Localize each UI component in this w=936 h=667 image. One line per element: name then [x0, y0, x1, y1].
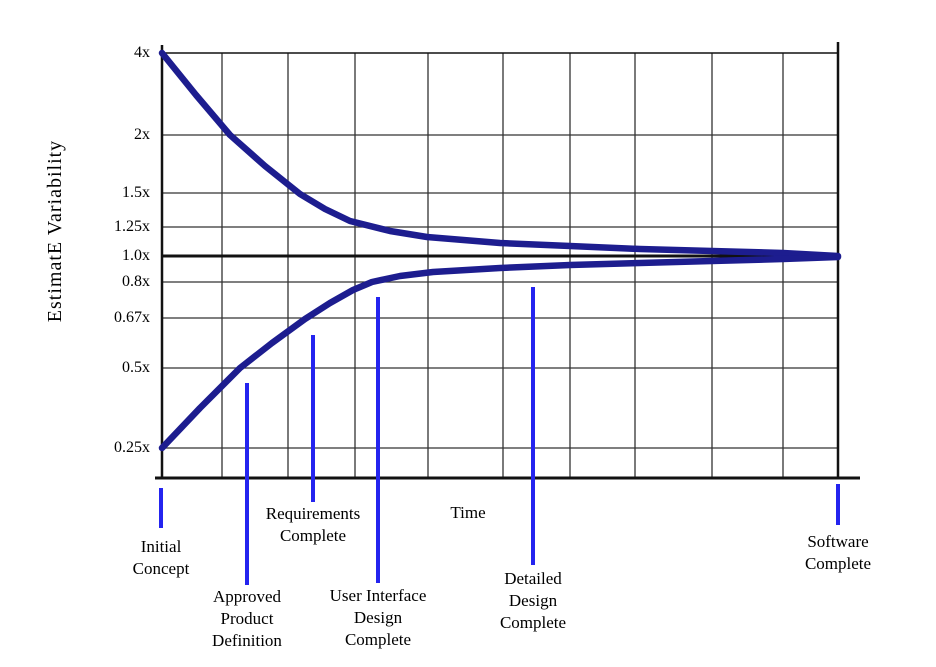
y-tick-0.67x: 0.67x — [114, 309, 150, 326]
milestone-label-line: Initial — [140, 537, 182, 556]
milestone-label-line: Concept — [132, 559, 190, 578]
milestone-label-line: Complete — [499, 613, 567, 632]
y-tick-0.5x: 0.5x — [122, 359, 150, 376]
y-tick-4x: 4x — [134, 44, 150, 61]
milestone-label-line: Software — [807, 532, 869, 551]
y-tick-1.0x: 1.0x — [122, 247, 150, 264]
milestone-label-line: Complete — [279, 526, 347, 545]
milestone-label-line: Definition — [212, 631, 282, 650]
milestone-label-line: Detailed — [504, 569, 562, 588]
milestone-label-detailed-design-complete: Detailed Design Complete — [448, 568, 618, 634]
milestone-label-line: Product — [220, 609, 274, 628]
y-axis-title: EstimatE Variability — [44, 139, 66, 323]
y-tick-1.5x: 1.5x — [122, 184, 150, 201]
upper-estimate-curve — [158, 49, 842, 260]
milestone-label-line: Approved — [213, 587, 281, 606]
milestone-label-line: Design — [353, 608, 403, 627]
lower-estimate-curve — [158, 253, 842, 452]
milestone-label-approved-product-definition: Approved Product Definition — [162, 586, 332, 652]
milestone-label-initial-concept: Initial Concept — [76, 536, 246, 580]
y-tick-0.25x: 0.25x — [114, 439, 150, 456]
milestone-label-line: Complete — [344, 630, 412, 649]
milestone-label-line: Complete — [804, 554, 872, 573]
milestone-label-user-interface-design-complete: User Interface Design Complete — [293, 585, 463, 651]
milestone-label-line: User Interface — [329, 586, 427, 605]
y-tick-1.25x: 1.25x — [114, 218, 150, 235]
milestone-label-requirements-complete: Requirements Complete — [228, 503, 398, 547]
milestone-label-line: Design — [508, 591, 558, 610]
y-tick-2x: 2x — [134, 126, 150, 143]
milestone-label-line: Requirements — [265, 504, 361, 523]
x-axis-title: Time — [450, 503, 486, 522]
milestone-label-software-complete: Software Complete — [753, 531, 923, 575]
y-tick-0.8x: 0.8x — [122, 273, 150, 290]
